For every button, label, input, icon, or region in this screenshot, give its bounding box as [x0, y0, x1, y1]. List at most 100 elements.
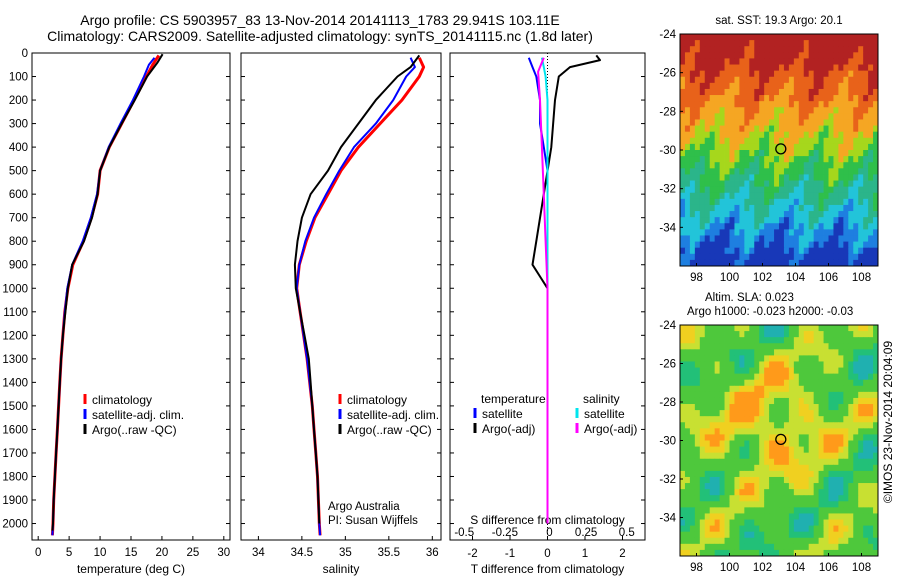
diff-xtick-label: -2	[467, 548, 477, 560]
sal-note-2: PI: Susan Wijffels	[328, 515, 418, 527]
sla-map-ytick-label: -24	[659, 320, 676, 332]
sst-map-xtick-label: 104	[786, 272, 806, 284]
depth-tick-label: 1500	[2, 401, 28, 413]
sla-map-xtick-label: 98	[690, 562, 703, 574]
temp-xtick-label: 10	[94, 547, 107, 559]
diff-xtick-label: 2	[619, 548, 625, 560]
depth-tick-label: 300	[9, 119, 28, 131]
depth-tick-label: 400	[9, 142, 28, 154]
sla-map-xtick-label: 104	[786, 562, 806, 574]
depth-tick-label: 700	[9, 213, 28, 225]
sla-map-ytick-label: -32	[659, 474, 676, 486]
temp-xtick-label: 20	[156, 547, 169, 559]
temp-legend-label: climatology	[92, 393, 152, 407]
depth-tick-label: 100	[9, 72, 28, 84]
sla-map-title-1: Altim. SLA: 0.023	[705, 292, 794, 304]
depth-tick-label: 0	[22, 48, 28, 60]
depth-tick-label: 900	[9, 260, 28, 272]
diff-s-legend-label: Argo(-adj)	[584, 422, 637, 436]
series-sal-argo-raw-qc-	[293, 54, 421, 524]
sal-xtick-label: 34	[252, 547, 265, 559]
diff-t-legend-label: satellite	[482, 407, 523, 421]
depth-tick-label: 600	[9, 189, 28, 201]
sal-xtick-label: 35.5	[378, 547, 400, 559]
series-diff-temperature-argo-adj-	[531, 54, 601, 524]
diff-t-legend-label: Argo(-adj)	[482, 422, 535, 436]
series-diff-temperature-satellite	[527, 57, 549, 524]
diff-s-tick-label: 0.5	[619, 527, 635, 539]
sla-map-title-2: Argo h1000: -0.023 h2000: -0.03	[687, 306, 853, 318]
sst-map-ytick-label: -30	[659, 145, 676, 157]
sla-map-argo-marker	[775, 433, 787, 445]
diff-s-tick-label: -0.5	[454, 527, 474, 539]
temp-legend-label: Argo(..raw -QC)	[92, 423, 177, 437]
series-diff-salinity-argo-adj-	[537, 57, 549, 524]
panel-frame-temp	[31, 52, 231, 541]
sla-map-ytick-label: -26	[659, 359, 676, 371]
depth-tick-label: 1300	[2, 354, 28, 366]
depth-tick-label: 1200	[2, 330, 28, 342]
depth-tick-label: 800	[9, 236, 28, 248]
diff-s-tick-label: 0.25	[575, 527, 597, 539]
diff-s-legend-label: satellite	[584, 407, 625, 421]
sst-map-xtick-label: 100	[720, 272, 739, 284]
sst-map-title: sat. SST: 19.3 Argo: 20.1	[715, 15, 842, 27]
sla-map-xtick-label: 108	[852, 562, 871, 574]
diff-xlabel: T difference from climatology	[471, 562, 625, 576]
series-sal-satellite-adj-clim-	[295, 57, 416, 536]
series-temp-argo-raw-qc-	[51, 53, 164, 531]
sla-map-ytick-label: -34	[659, 513, 676, 525]
sal-legend-label: satellite-adj. clim.	[347, 408, 439, 422]
climatology-title: Climatology: CARS2009. Satellite-adjuste…	[47, 28, 593, 44]
sal-legend-label: climatology	[347, 393, 407, 407]
diff-legend-s-title: salinity	[583, 392, 620, 406]
sal-xlabel: salinity	[323, 562, 360, 576]
diff-s-tick-label: 0	[546, 527, 552, 539]
sal-xtick-label: 36	[426, 547, 439, 559]
sst-map-ytick-label: -24	[659, 29, 676, 41]
sla-map-cells	[680, 325, 879, 557]
sst-map-xtick-label: 106	[819, 272, 838, 284]
sla-map-ytick-label: -30	[659, 436, 676, 448]
sla-map-ytick-label: -28	[659, 397, 676, 409]
sal-note-1: Argo Australia	[328, 501, 400, 513]
diff-xtick-label: -1	[505, 548, 515, 560]
temp-xtick-label: 15	[125, 547, 138, 559]
diff-xtick-label: 0	[544, 548, 550, 560]
temp-xtick-label: 25	[186, 547, 199, 559]
sst-map-cells	[680, 34, 879, 267]
sst-map-ytick-label: -26	[659, 68, 676, 80]
diff-xtick-label: 1	[582, 548, 588, 560]
sal-legend-label: Argo(..raw -QC)	[347, 423, 432, 437]
sst-map-ytick-label: -28	[659, 106, 676, 118]
temp-xlabel: temperature (deg C)	[77, 562, 185, 576]
sal-xtick-label: 35	[339, 547, 352, 559]
sla-map-xtick-label: 102	[753, 562, 772, 574]
depth-tick-label: 2000	[2, 519, 28, 531]
sst-map-ytick-label: -34	[659, 222, 676, 234]
temp-xtick-label: 0	[35, 547, 41, 559]
depth-tick-label: 1900	[2, 495, 28, 507]
sst-map-xtick-label: 108	[852, 272, 871, 284]
sst-map-xtick-label: 98	[690, 272, 703, 284]
sla-map-xtick-label: 106	[819, 562, 838, 574]
depth-tick-label: 200	[9, 95, 28, 107]
panel-frame-sal	[240, 52, 442, 541]
sal-xtick-label: 34.5	[291, 547, 313, 559]
diff-s-tick-label: -0.25	[492, 527, 518, 539]
depth-tick-label: 1000	[2, 283, 28, 295]
sst-map-ytick-label: -32	[659, 184, 676, 196]
temp-xtick-label: 30	[217, 547, 230, 559]
series-temp-climatology	[50, 54, 161, 536]
depth-tick-label: 1800	[2, 471, 28, 483]
temp-legend-label: satellite-adj. clim.	[92, 408, 184, 422]
profile-title: Argo profile: CS 5903957_83 13-Nov-2014 …	[80, 12, 560, 28]
sla-map-xtick-label: 100	[720, 562, 739, 574]
copyright-label: ©IMOS 23-Nov-2014 20:04:09	[881, 341, 895, 504]
depth-tick-label: 1700	[2, 448, 28, 460]
sst-map-xtick-label: 102	[753, 272, 772, 284]
depth-tick-label: 1100	[3, 307, 28, 319]
depth-tick-label: 1400	[2, 377, 28, 389]
temp-xtick-label: 5	[66, 547, 72, 559]
